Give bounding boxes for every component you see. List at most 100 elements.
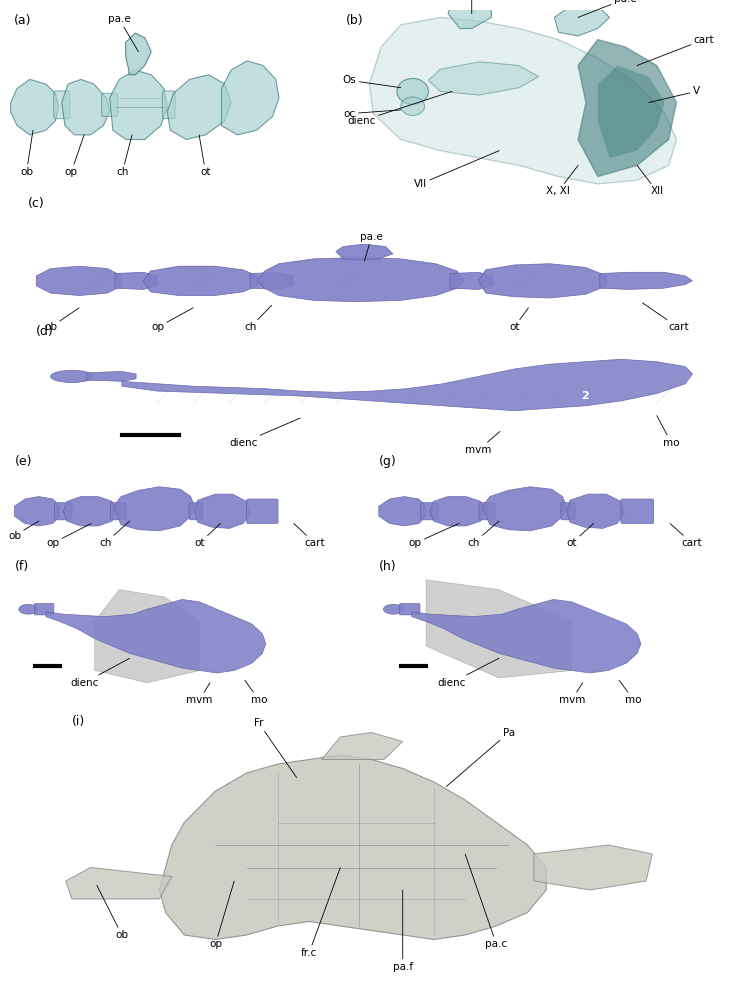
Polygon shape (450, 272, 493, 289)
Polygon shape (10, 79, 59, 135)
FancyBboxPatch shape (479, 503, 496, 520)
Polygon shape (62, 79, 110, 135)
Text: (h): (h) (379, 560, 397, 573)
Polygon shape (379, 497, 426, 526)
Text: oc: oc (343, 109, 401, 119)
Polygon shape (600, 272, 692, 289)
Text: op: op (65, 135, 84, 177)
Text: XII: XII (637, 165, 663, 196)
Text: cart: cart (670, 524, 702, 548)
Text: op: op (46, 524, 91, 548)
Polygon shape (114, 272, 158, 289)
Polygon shape (36, 266, 122, 296)
Text: ot: ot (509, 308, 528, 332)
Polygon shape (429, 497, 484, 526)
Text: mvm: mvm (465, 432, 500, 455)
Polygon shape (429, 62, 539, 95)
Polygon shape (322, 732, 403, 760)
Polygon shape (412, 599, 641, 673)
Text: mo: mo (245, 680, 267, 705)
Text: dienc: dienc (229, 418, 300, 448)
Polygon shape (65, 867, 172, 899)
Polygon shape (257, 258, 464, 302)
Text: Fr: Fr (254, 718, 296, 778)
Text: ch: ch (467, 521, 499, 548)
Polygon shape (478, 264, 607, 298)
FancyBboxPatch shape (111, 503, 126, 520)
FancyBboxPatch shape (561, 503, 575, 520)
Text: ot: ot (194, 524, 221, 548)
Text: pa.e: pa.e (578, 0, 637, 17)
Polygon shape (110, 70, 167, 139)
Text: cart: cart (637, 35, 714, 66)
Polygon shape (578, 40, 677, 176)
Text: 2: 2 (582, 391, 589, 401)
Text: ot: ot (199, 135, 211, 177)
Polygon shape (482, 487, 566, 531)
Text: pa.e: pa.e (108, 14, 138, 52)
Text: dienc: dienc (347, 91, 452, 126)
Text: Os: Os (343, 75, 401, 88)
Polygon shape (14, 497, 59, 526)
Text: (e): (e) (14, 455, 32, 468)
FancyBboxPatch shape (400, 604, 420, 615)
FancyBboxPatch shape (53, 91, 70, 119)
Text: mvm: mvm (559, 683, 585, 705)
Text: (b): (b) (345, 14, 363, 27)
Ellipse shape (383, 604, 403, 614)
Text: (g): (g) (379, 455, 397, 468)
Text: ob: ob (97, 886, 129, 940)
Text: fr.c: fr.c (301, 867, 340, 958)
Text: ot: ot (566, 524, 594, 548)
FancyBboxPatch shape (621, 499, 654, 524)
FancyBboxPatch shape (34, 604, 54, 615)
Text: pa.c: pa.c (465, 854, 507, 949)
Text: pa.e: pa.e (360, 232, 383, 261)
Text: ch: ch (466, 0, 478, 14)
Ellipse shape (397, 78, 429, 104)
Text: (i): (i) (72, 715, 85, 728)
Polygon shape (122, 359, 692, 411)
Polygon shape (448, 0, 491, 28)
Polygon shape (194, 494, 250, 528)
Polygon shape (114, 487, 194, 531)
Text: (a): (a) (14, 14, 31, 27)
Polygon shape (143, 266, 257, 296)
Polygon shape (566, 494, 625, 528)
Text: (c): (c) (27, 197, 45, 210)
Text: cart: cart (293, 524, 325, 548)
Polygon shape (46, 599, 266, 673)
Text: ob: ob (8, 521, 39, 541)
Text: dienc: dienc (70, 658, 130, 688)
Text: ch: ch (116, 135, 132, 177)
Text: mo: mo (657, 416, 679, 448)
Text: X, XI: X, XI (546, 165, 578, 196)
Text: ch: ch (244, 305, 272, 332)
Text: V: V (649, 86, 700, 103)
Polygon shape (221, 61, 279, 135)
Text: ob: ob (20, 130, 33, 177)
Text: Pa: Pa (447, 728, 515, 786)
Text: cart: cart (643, 303, 689, 332)
FancyBboxPatch shape (247, 499, 278, 524)
Polygon shape (336, 244, 393, 260)
Text: op: op (209, 881, 234, 949)
Text: (d): (d) (36, 325, 54, 338)
Polygon shape (167, 75, 231, 139)
Polygon shape (250, 272, 293, 289)
Ellipse shape (51, 370, 94, 383)
Polygon shape (86, 371, 136, 381)
Ellipse shape (19, 604, 38, 614)
FancyBboxPatch shape (102, 93, 117, 116)
Text: mo: mo (619, 680, 642, 705)
Text: mvm: mvm (186, 683, 212, 705)
Text: 1: 1 (368, 379, 375, 389)
Polygon shape (94, 590, 199, 683)
Polygon shape (126, 33, 152, 75)
FancyBboxPatch shape (163, 91, 175, 119)
Polygon shape (63, 497, 116, 526)
Text: ch: ch (99, 521, 130, 548)
Text: VII: VII (414, 151, 499, 189)
Text: ob: ob (44, 308, 79, 332)
Text: pa.f: pa.f (392, 890, 413, 972)
